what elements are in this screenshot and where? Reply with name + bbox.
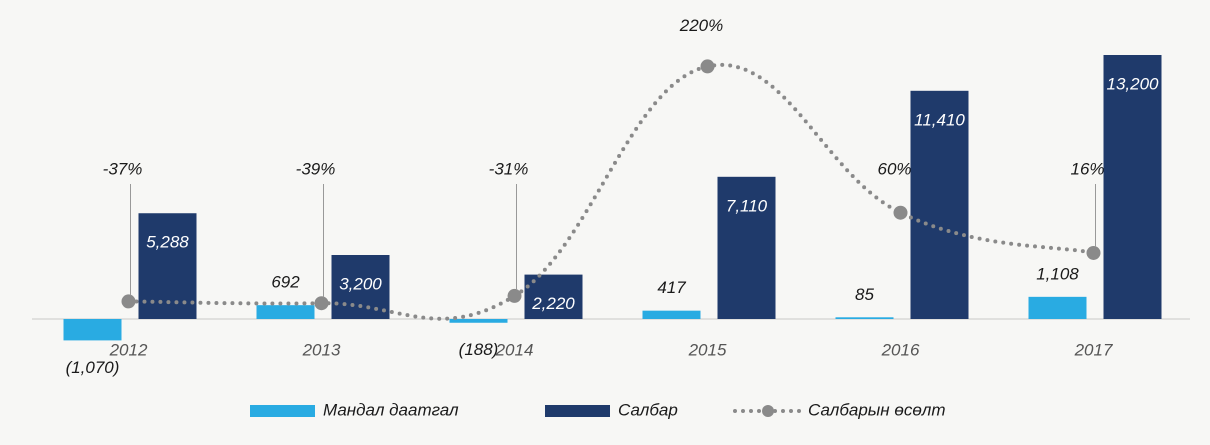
growth-label: -37% — [103, 159, 143, 178]
bar — [1103, 55, 1162, 319]
growth-marker — [507, 288, 522, 303]
bar — [256, 305, 315, 319]
value-label: 85 — [855, 285, 874, 304]
bar — [449, 319, 508, 323]
value-label: (1,070) — [66, 358, 120, 377]
legend-swatch — [250, 405, 315, 417]
growth-marker — [893, 205, 908, 220]
bar — [1028, 296, 1087, 319]
growth-marker — [700, 59, 715, 74]
value-label: 1,108 — [1036, 264, 1079, 283]
bar — [63, 319, 122, 341]
value-label: 2,220 — [531, 294, 575, 313]
growth-label: -31% — [489, 159, 529, 178]
bar — [910, 90, 969, 319]
x-tick-label: 2014 — [495, 340, 534, 359]
value-label: 692 — [271, 273, 300, 292]
value-label: (188) — [459, 340, 499, 359]
growth-label: -39% — [296, 159, 336, 178]
x-tick-label: 2015 — [688, 340, 727, 359]
value-label: 417 — [657, 278, 686, 297]
value-label: 11,410 — [914, 110, 965, 129]
x-tick-label: 2016 — [881, 340, 920, 359]
bar — [835, 317, 894, 319]
growth-marker — [314, 296, 329, 311]
legend-marker — [762, 405, 774, 417]
growth-marker — [1086, 245, 1101, 260]
growth-marker — [121, 294, 136, 309]
value-label: 5,288 — [146, 233, 189, 252]
legend-label: Салбарын өсөлт — [808, 400, 946, 419]
x-tick-label: 2012 — [109, 340, 148, 359]
legend-label: Салбар — [618, 400, 678, 419]
bar — [642, 310, 701, 319]
growth-label: 60% — [877, 159, 911, 178]
value-label: 7,110 — [726, 196, 768, 215]
bar — [331, 255, 390, 319]
growth-label: 16% — [1070, 159, 1104, 178]
value-label: 13,200 — [1107, 74, 1160, 93]
value-label: 3,200 — [339, 274, 382, 293]
legend-swatch — [545, 405, 610, 417]
x-tick-label: 2013 — [302, 340, 341, 359]
growth-label: 220% — [679, 16, 723, 35]
bar — [717, 176, 776, 319]
x-tick-label: 2017 — [1074, 340, 1113, 359]
legend-label: Мандал даатгал — [323, 400, 459, 419]
